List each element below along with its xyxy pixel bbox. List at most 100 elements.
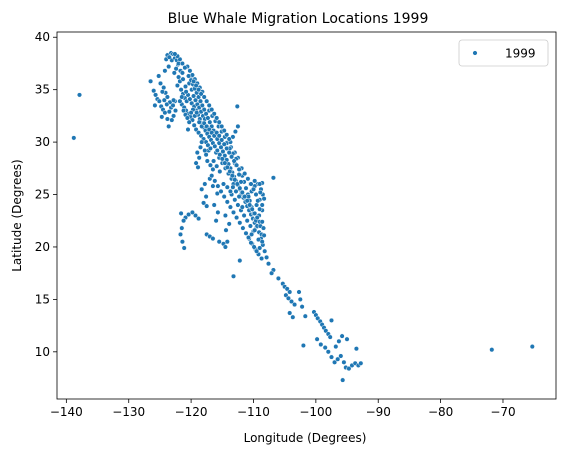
data-point [203, 148, 208, 153]
y-tick-label: 30 [35, 135, 50, 149]
points-layer [72, 51, 535, 383]
data-point [261, 226, 266, 231]
data-point [77, 93, 82, 98]
data-point [172, 71, 177, 76]
data-point [188, 97, 193, 102]
x-axis-title: Longitude (Degrees) [244, 431, 367, 445]
legend-label: 1999 [505, 47, 536, 61]
data-point [264, 255, 269, 260]
data-point [153, 93, 158, 98]
data-point [153, 103, 158, 108]
data-point [222, 128, 227, 133]
data-point [174, 66, 179, 71]
data-point [207, 103, 212, 108]
data-point [148, 79, 153, 84]
data-point [244, 231, 249, 236]
data-point [200, 103, 205, 108]
data-point [232, 159, 237, 164]
x-tick-label: −90 [366, 405, 391, 419]
data-point [340, 334, 345, 339]
data-point [176, 75, 181, 80]
data-point [181, 218, 186, 223]
data-point [248, 224, 253, 229]
data-point [162, 98, 167, 103]
data-point [175, 83, 180, 88]
data-point [178, 232, 183, 237]
data-point [234, 215, 239, 220]
data-point [262, 196, 267, 201]
x-tick-label: −130 [112, 405, 145, 419]
data-point [249, 241, 254, 246]
data-point [203, 182, 208, 187]
data-point [269, 271, 274, 276]
data-point [218, 169, 223, 174]
y-tick-label: 35 [35, 83, 50, 97]
data-point [254, 192, 259, 197]
data-point [209, 173, 214, 178]
data-point [245, 218, 250, 223]
data-point [182, 246, 187, 251]
data-point [292, 302, 297, 307]
data-point [216, 184, 221, 189]
data-point [217, 134, 222, 139]
data-point [218, 152, 223, 157]
chart-title: Blue Whale Migration Locations 1999 [168, 11, 429, 27]
data-point [530, 344, 535, 349]
data-point [251, 187, 256, 192]
x-tick-label: −100 [299, 405, 332, 419]
data-point [213, 144, 218, 149]
data-point [225, 239, 230, 244]
data-point [235, 104, 240, 109]
data-point [204, 204, 209, 209]
data-point [246, 235, 251, 240]
data-point [262, 249, 267, 254]
data-point [231, 274, 236, 279]
data-point [235, 182, 240, 187]
data-point [224, 146, 229, 151]
data-point [254, 203, 259, 208]
data-point [262, 233, 267, 238]
data-point [170, 118, 175, 123]
data-point [237, 194, 242, 199]
data-point [178, 99, 183, 104]
data-point [217, 239, 222, 244]
data-point [233, 178, 238, 183]
data-point [196, 165, 201, 170]
data-point [244, 186, 249, 191]
data-point [249, 182, 254, 187]
data-point [198, 99, 203, 104]
data-point [339, 354, 344, 359]
data-point [319, 342, 324, 347]
x-tick-label: −70 [490, 405, 515, 419]
data-point [236, 124, 241, 129]
data-point [252, 179, 257, 184]
data-point [266, 261, 271, 266]
data-point [223, 245, 228, 250]
data-point [354, 346, 359, 351]
data-point [237, 172, 242, 177]
data-point [231, 210, 236, 215]
data-point [196, 87, 201, 92]
data-point [167, 55, 172, 60]
data-point [329, 355, 334, 360]
data-point [180, 239, 185, 244]
data-point [234, 189, 239, 194]
data-point [240, 190, 245, 195]
data-point [228, 189, 233, 194]
data-point [300, 304, 305, 309]
data-point [228, 169, 233, 174]
data-point [236, 203, 241, 208]
y-tick-label: 40 [35, 30, 50, 44]
data-point [180, 95, 185, 100]
data-point [181, 108, 186, 113]
data-point [227, 137, 232, 142]
data-point [160, 90, 165, 95]
data-point [252, 228, 257, 233]
data-point [202, 107, 207, 112]
x-tick-label: −120 [175, 405, 208, 419]
data-point [334, 344, 339, 349]
data-point [260, 220, 265, 225]
data-point [209, 107, 214, 112]
x-tick-label: −80 [428, 405, 453, 419]
